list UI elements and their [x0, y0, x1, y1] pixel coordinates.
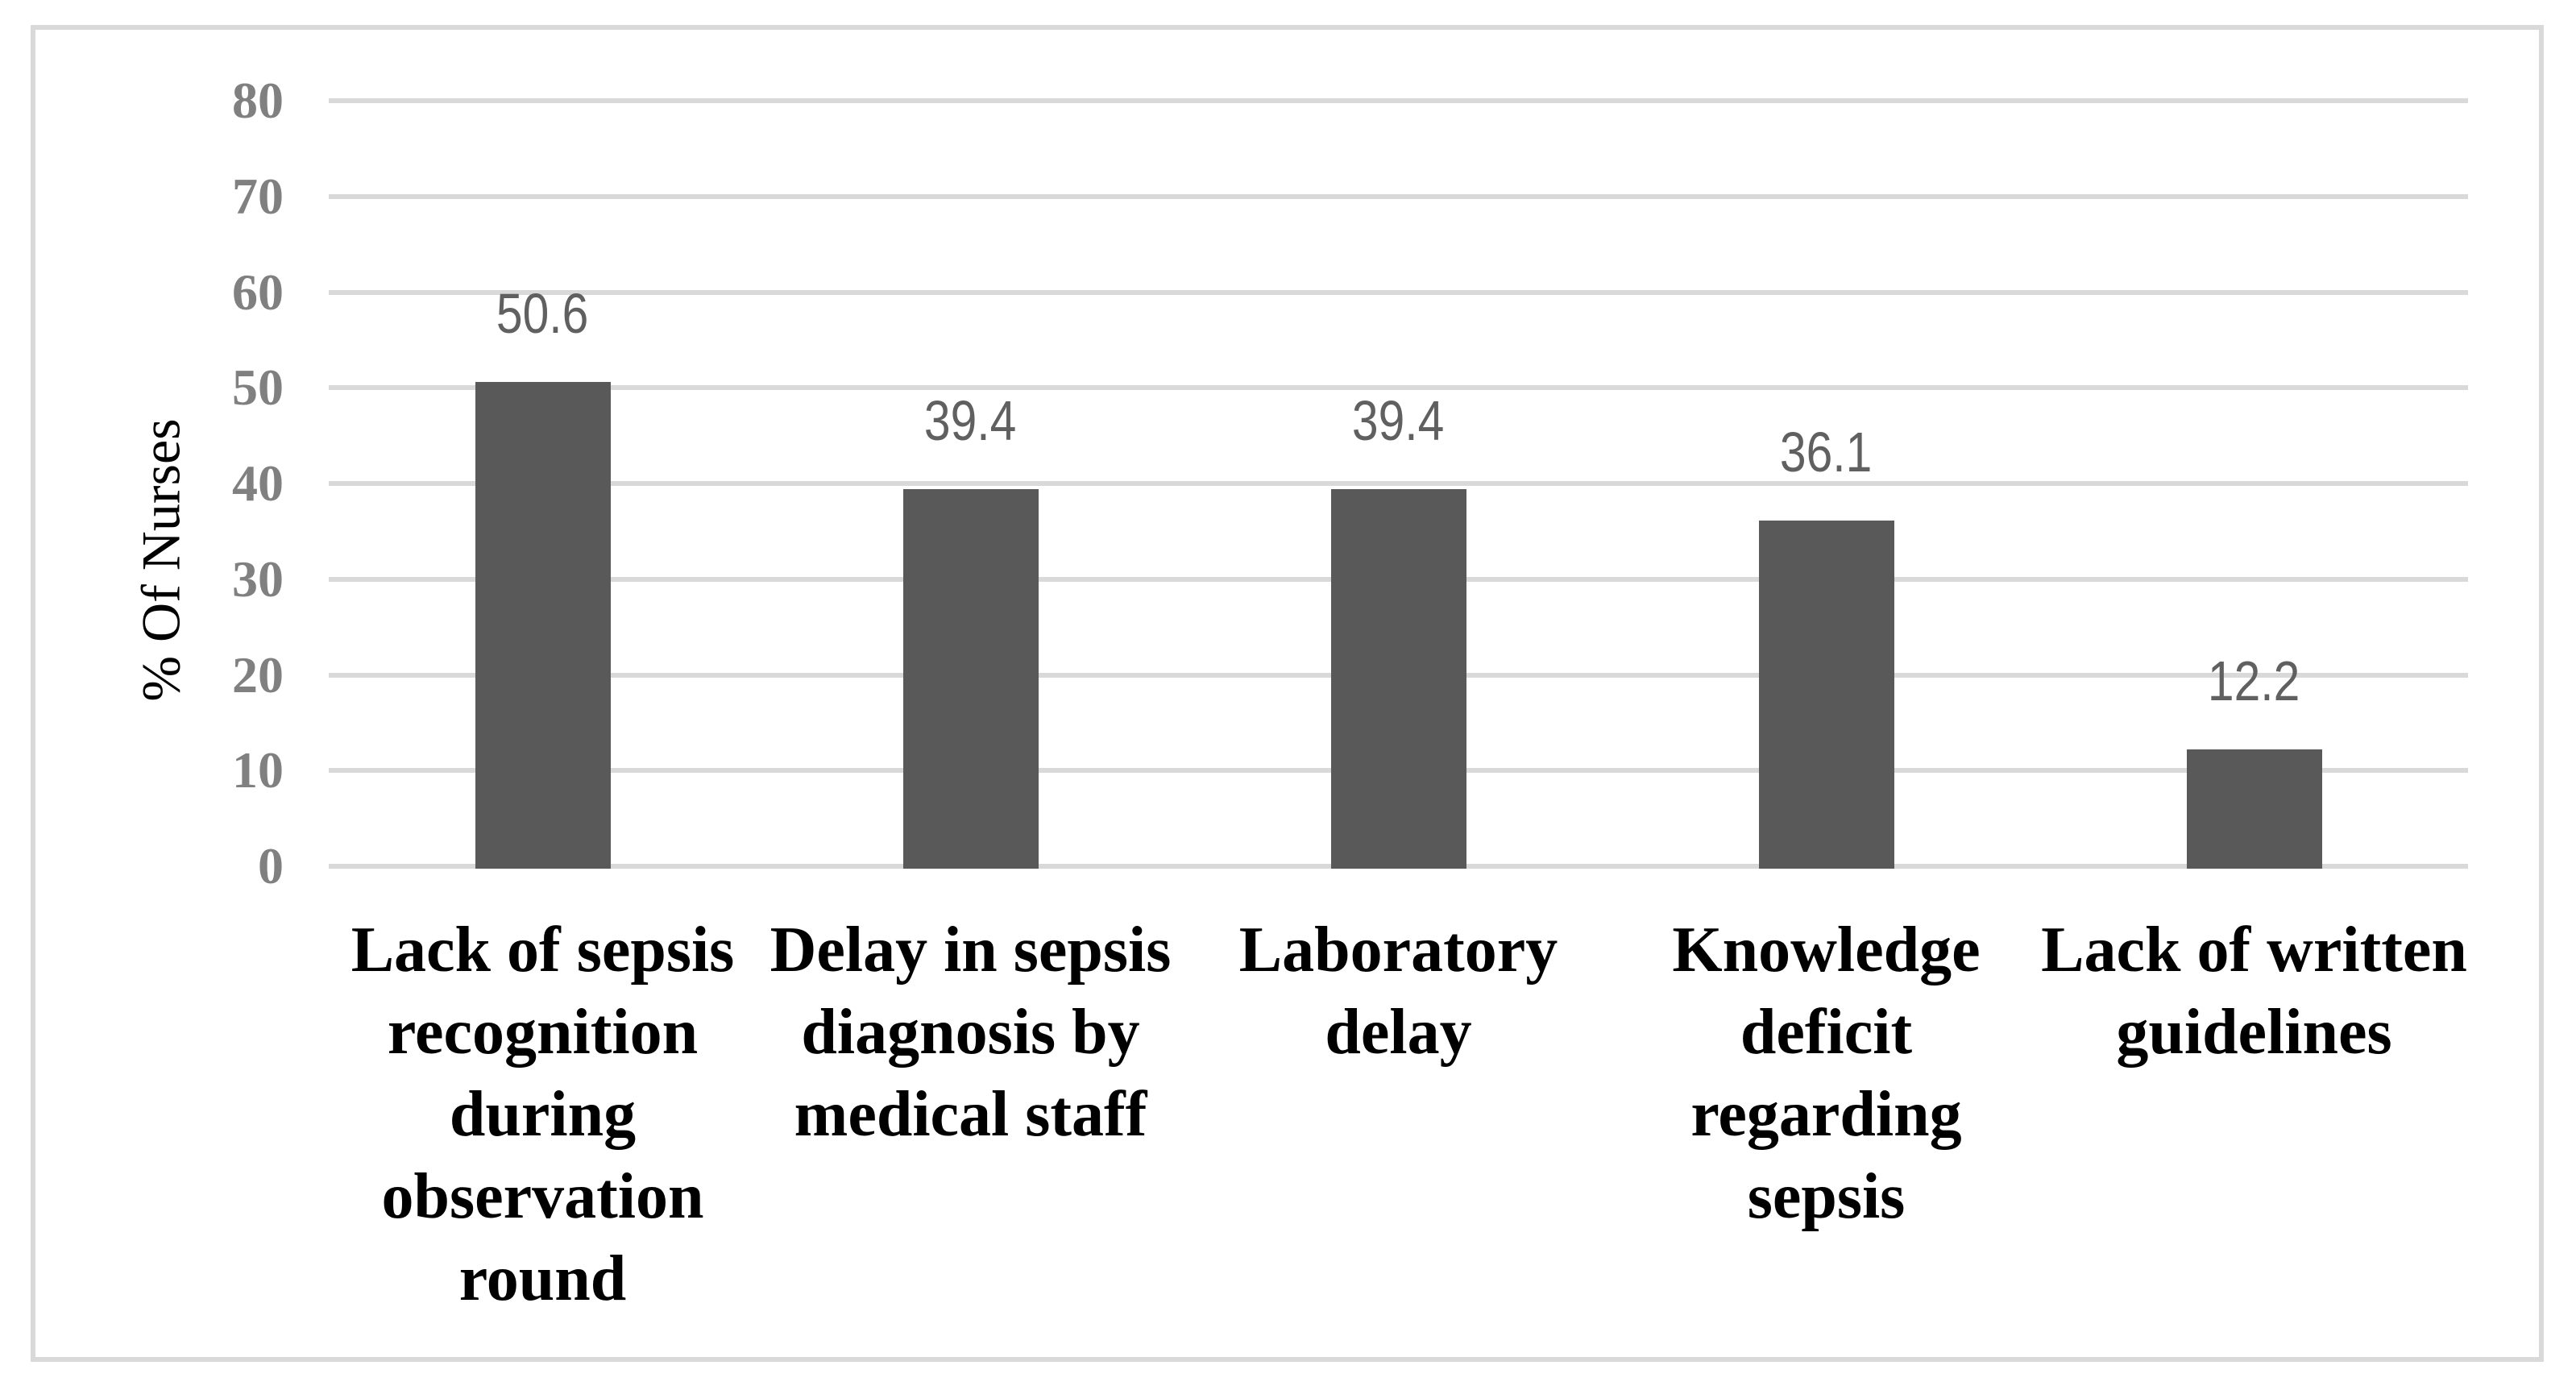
- category-label: Lack of sepsis recognition during observati…: [329, 909, 757, 1320]
- gridline: [329, 98, 2468, 103]
- category-label-line: Delay in sepsis: [769, 915, 1172, 986]
- category-label-line: Lack of sepsis: [351, 915, 735, 986]
- category-label-line: round: [458, 1243, 627, 1314]
- category-label: Laboratory delay: [1184, 909, 1612, 1073]
- y-axis-title: % Of Nurses: [130, 418, 192, 702]
- category-label-line: recognition: [387, 997, 699, 1068]
- y-axis-tick-label: 80: [232, 72, 284, 129]
- gridline: [329, 289, 2468, 295]
- gridline: [329, 385, 2468, 391]
- category-label-line: delay: [1325, 997, 1472, 1068]
- category-label-line: Laboratory: [1238, 915, 1558, 986]
- category-label-line: Knowledge: [1672, 915, 1981, 986]
- bar-value-label: 12.2: [2208, 649, 2300, 713]
- y-axis-tick-label: 50: [232, 359, 284, 417]
- bar-value-label: 39.4: [924, 389, 1017, 453]
- bar: [475, 382, 611, 869]
- y-axis-tick-label: 10: [232, 741, 284, 799]
- category-label-line: regarding: [1690, 1079, 1962, 1150]
- category-label-line: sepsis: [1747, 1161, 1906, 1232]
- category-label-line: during: [449, 1079, 637, 1150]
- bar: [1758, 521, 1894, 869]
- y-axis-tick-label: 0: [258, 837, 284, 894]
- category-label: Lack of written guidelines: [2040, 909, 2468, 1073]
- bar: [2186, 749, 2322, 869]
- chart-frame: [31, 25, 2544, 1362]
- category-label-line: guidelines: [2116, 997, 2392, 1068]
- bar-value-label: 39.4: [1352, 389, 1445, 453]
- y-axis-tick-label: 60: [232, 263, 284, 321]
- y-axis-tick-label: 40: [232, 454, 284, 512]
- bar: [1330, 489, 1466, 869]
- category-label-line: medical staff: [794, 1079, 1147, 1150]
- category-label-line: Lack of written: [2041, 915, 2467, 986]
- gridline: [329, 193, 2468, 199]
- bar: [902, 489, 1039, 869]
- category-label: Delay in sepsis diagnosis by medical staff: [757, 909, 1184, 1156]
- category-label: Knowledge deficit regarding sepsis: [1612, 909, 2040, 1238]
- category-label-line: deficit: [1740, 997, 1913, 1068]
- bar-value-label: 36.1: [1780, 421, 1873, 484]
- y-axis-tick-label: 30: [232, 550, 284, 608]
- gridline: [329, 481, 2468, 486]
- category-label-line: diagnosis by: [801, 997, 1140, 1068]
- category-label-line: observation: [381, 1161, 704, 1232]
- y-axis-tick-label: 20: [232, 645, 284, 703]
- y-axis-tick-label: 70: [232, 167, 284, 225]
- bar-value-label: 50.6: [496, 282, 589, 346]
